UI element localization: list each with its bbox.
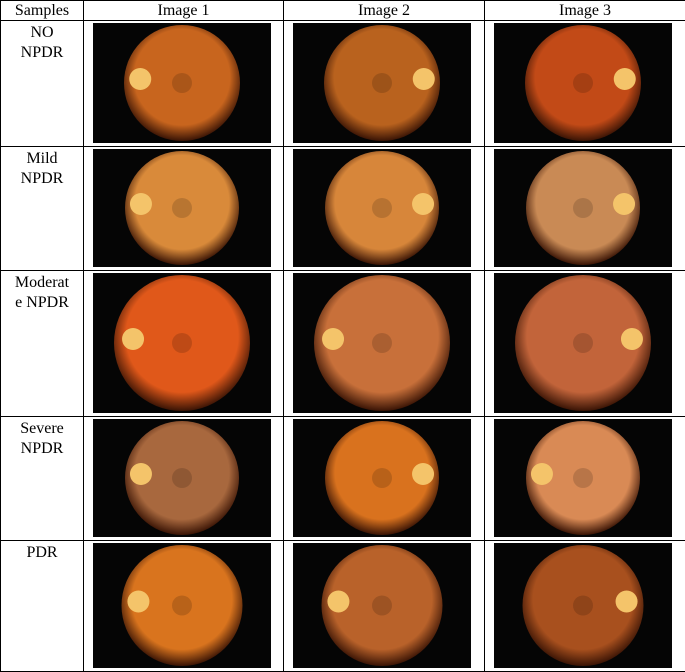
macula bbox=[172, 73, 192, 93]
retina bbox=[324, 25, 440, 141]
macula bbox=[573, 198, 593, 218]
fundus-image bbox=[494, 273, 672, 413]
fundus-image bbox=[494, 149, 672, 267]
fundus-image bbox=[293, 149, 471, 267]
retina bbox=[321, 545, 443, 666]
row-label-line: NO bbox=[30, 24, 54, 41]
optic-disc bbox=[412, 463, 435, 485]
macula bbox=[372, 333, 392, 353]
row-label-cell: Severe NPDR bbox=[0, 416, 84, 541]
optic-disc bbox=[615, 590, 638, 613]
optic-disc bbox=[613, 68, 636, 90]
retina bbox=[526, 421, 640, 535]
retina bbox=[314, 275, 450, 411]
retina bbox=[124, 25, 240, 141]
header-cell: Image 1 bbox=[83, 0, 284, 21]
macula bbox=[172, 595, 192, 616]
row-label-line: NPDR bbox=[20, 440, 64, 457]
optic-disc bbox=[122, 328, 145, 350]
header-cell: Image 2 bbox=[283, 0, 485, 21]
optic-disc bbox=[613, 193, 636, 215]
optic-disc bbox=[530, 463, 553, 485]
macula bbox=[573, 73, 593, 93]
fundus-image bbox=[93, 149, 271, 267]
retina bbox=[121, 545, 243, 666]
macula bbox=[172, 468, 192, 488]
optic-disc bbox=[322, 328, 345, 350]
fundus-image bbox=[494, 23, 672, 143]
row-label-cell: PDR bbox=[0, 540, 84, 672]
macula bbox=[372, 468, 392, 488]
retina bbox=[522, 545, 644, 666]
row-label-cell: NO NPDR bbox=[0, 20, 84, 147]
row-label-line: Severe bbox=[20, 420, 64, 437]
optic-disc bbox=[327, 590, 350, 613]
retina bbox=[325, 151, 439, 265]
fundus-image bbox=[293, 273, 471, 413]
row-label-line: NPDR bbox=[20, 170, 64, 187]
row-label-line: e NPDR bbox=[15, 294, 69, 311]
fundus-image bbox=[494, 419, 672, 537]
fundus-image bbox=[494, 543, 672, 668]
optic-disc bbox=[412, 193, 435, 215]
optic-disc bbox=[412, 68, 435, 90]
fundus-image bbox=[293, 543, 471, 668]
macula bbox=[172, 333, 192, 353]
fundus-image bbox=[293, 23, 471, 143]
optic-disc bbox=[129, 68, 152, 90]
macula bbox=[372, 73, 392, 93]
fundus-image bbox=[93, 543, 271, 668]
fundus-image bbox=[93, 23, 271, 143]
fundus-image bbox=[293, 419, 471, 537]
retina bbox=[515, 275, 651, 411]
macula bbox=[573, 468, 593, 488]
row-label-line: Moderat bbox=[14, 274, 70, 291]
optic-disc bbox=[127, 590, 150, 613]
retina bbox=[526, 151, 640, 265]
retina bbox=[125, 151, 239, 265]
row-label-line: NPDR bbox=[20, 44, 64, 61]
row-label-line: Mild bbox=[26, 150, 58, 167]
fundus-image bbox=[93, 273, 271, 413]
retina bbox=[325, 421, 439, 535]
macula bbox=[573, 595, 593, 616]
row-label-cell: Mild NPDR bbox=[0, 146, 84, 271]
retina bbox=[525, 25, 641, 141]
retina bbox=[114, 275, 250, 411]
row-label-line: PDR bbox=[26, 544, 58, 561]
macula bbox=[172, 198, 192, 218]
header-cell: Samples bbox=[0, 0, 84, 21]
optic-disc bbox=[129, 463, 152, 485]
row-label-cell: Moderat e NPDR bbox=[0, 270, 84, 417]
retina bbox=[125, 421, 239, 535]
macula bbox=[372, 198, 392, 218]
fundus-image bbox=[93, 419, 271, 537]
optic-disc bbox=[620, 328, 643, 350]
header-cell: Image 3 bbox=[484, 0, 685, 21]
macula bbox=[573, 333, 593, 353]
macula bbox=[372, 595, 392, 616]
optic-disc bbox=[129, 193, 152, 215]
